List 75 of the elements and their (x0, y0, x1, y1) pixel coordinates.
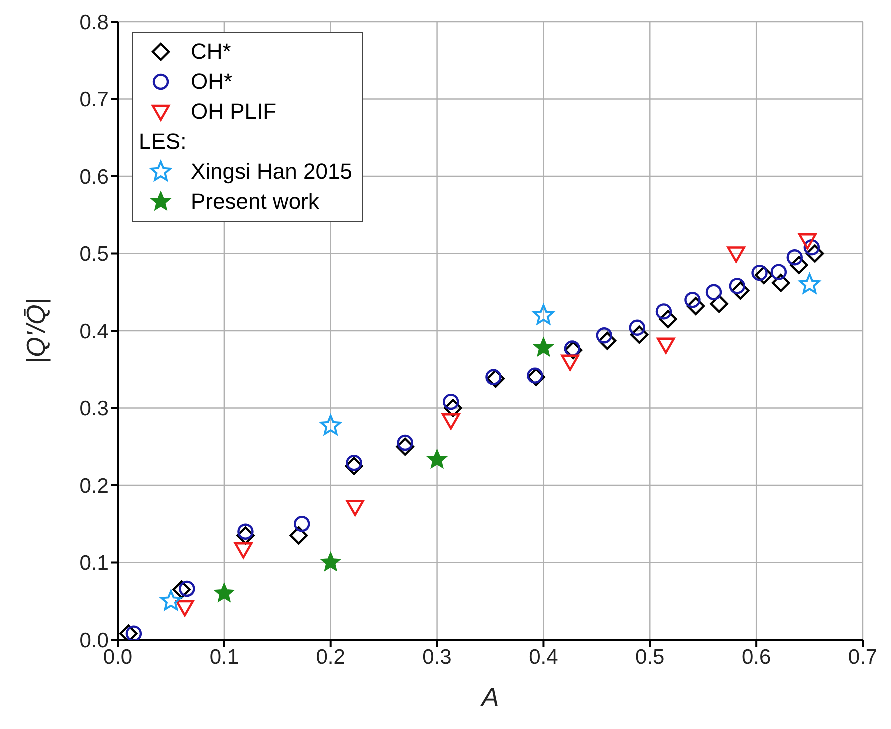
point (486, 369, 502, 386)
legend-label: OH* (191, 68, 233, 96)
y-tick-label: 0.7 (80, 88, 109, 112)
point (236, 526, 255, 545)
point (427, 450, 448, 469)
point (294, 516, 310, 532)
legend-label: CH* (191, 38, 232, 66)
y-axis-title: |Q'/Q̄| (21, 298, 52, 364)
y-tick-label: 0.2 (80, 474, 109, 498)
x-tick-label: 0.3 (422, 646, 452, 669)
annotation: LES: (139, 128, 188, 156)
y-tick-label: 0.4 (80, 320, 110, 344)
x-tick-label: 0.2 (316, 646, 346, 669)
point (176, 600, 194, 617)
point (561, 354, 580, 371)
point (806, 244, 824, 263)
point (732, 282, 750, 300)
point (214, 583, 234, 602)
point (684, 292, 701, 308)
point (804, 239, 820, 256)
point (320, 415, 342, 436)
point (710, 294, 728, 314)
point (790, 256, 808, 274)
point (120, 624, 138, 640)
point (729, 278, 746, 294)
point (630, 326, 649, 344)
point (799, 274, 820, 294)
x-tick-label: 0.5 (636, 646, 665, 669)
point (345, 457, 364, 476)
point (770, 264, 788, 280)
point (598, 332, 617, 350)
point (397, 434, 414, 452)
y-tick-label: 0.3 (80, 398, 109, 421)
point (126, 626, 142, 640)
point (444, 399, 462, 418)
point (596, 328, 612, 344)
point (659, 310, 678, 329)
legend-label: Present work (191, 188, 320, 216)
point (534, 338, 554, 357)
point (656, 304, 672, 320)
point (657, 338, 676, 354)
point (320, 552, 341, 572)
y-tick-label: 0.6 (80, 166, 109, 189)
point (772, 274, 790, 292)
point (629, 320, 646, 336)
x-tick-label: 0.4 (529, 646, 559, 669)
point (346, 500, 364, 516)
point (290, 526, 308, 545)
point (486, 370, 505, 388)
point (752, 264, 768, 282)
point (706, 284, 722, 300)
point (727, 246, 746, 263)
legend-label: Xingsi Han 2015 (191, 158, 352, 186)
point (179, 580, 196, 598)
x-tick-label: 0.1 (210, 646, 240, 669)
y-tick-label: 0.5 (80, 243, 109, 266)
x-tick-label: 0.6 (742, 646, 772, 669)
point (798, 234, 817, 250)
legend-label: OH PLIF (191, 98, 277, 126)
point (443, 394, 460, 410)
point (754, 266, 774, 284)
point (172, 580, 191, 599)
y-tick-label: 0.8 (80, 11, 109, 34)
y-tick-label: 0.1 (80, 552, 109, 576)
point (160, 590, 182, 610)
point (533, 304, 554, 325)
point (346, 455, 362, 472)
x-tick-label: 0.7 (848, 646, 878, 669)
point (786, 250, 803, 266)
point (238, 524, 254, 540)
point (686, 297, 706, 316)
point (234, 542, 253, 559)
point (442, 414, 460, 430)
x-axis-title: A (480, 682, 500, 712)
point (396, 438, 414, 456)
